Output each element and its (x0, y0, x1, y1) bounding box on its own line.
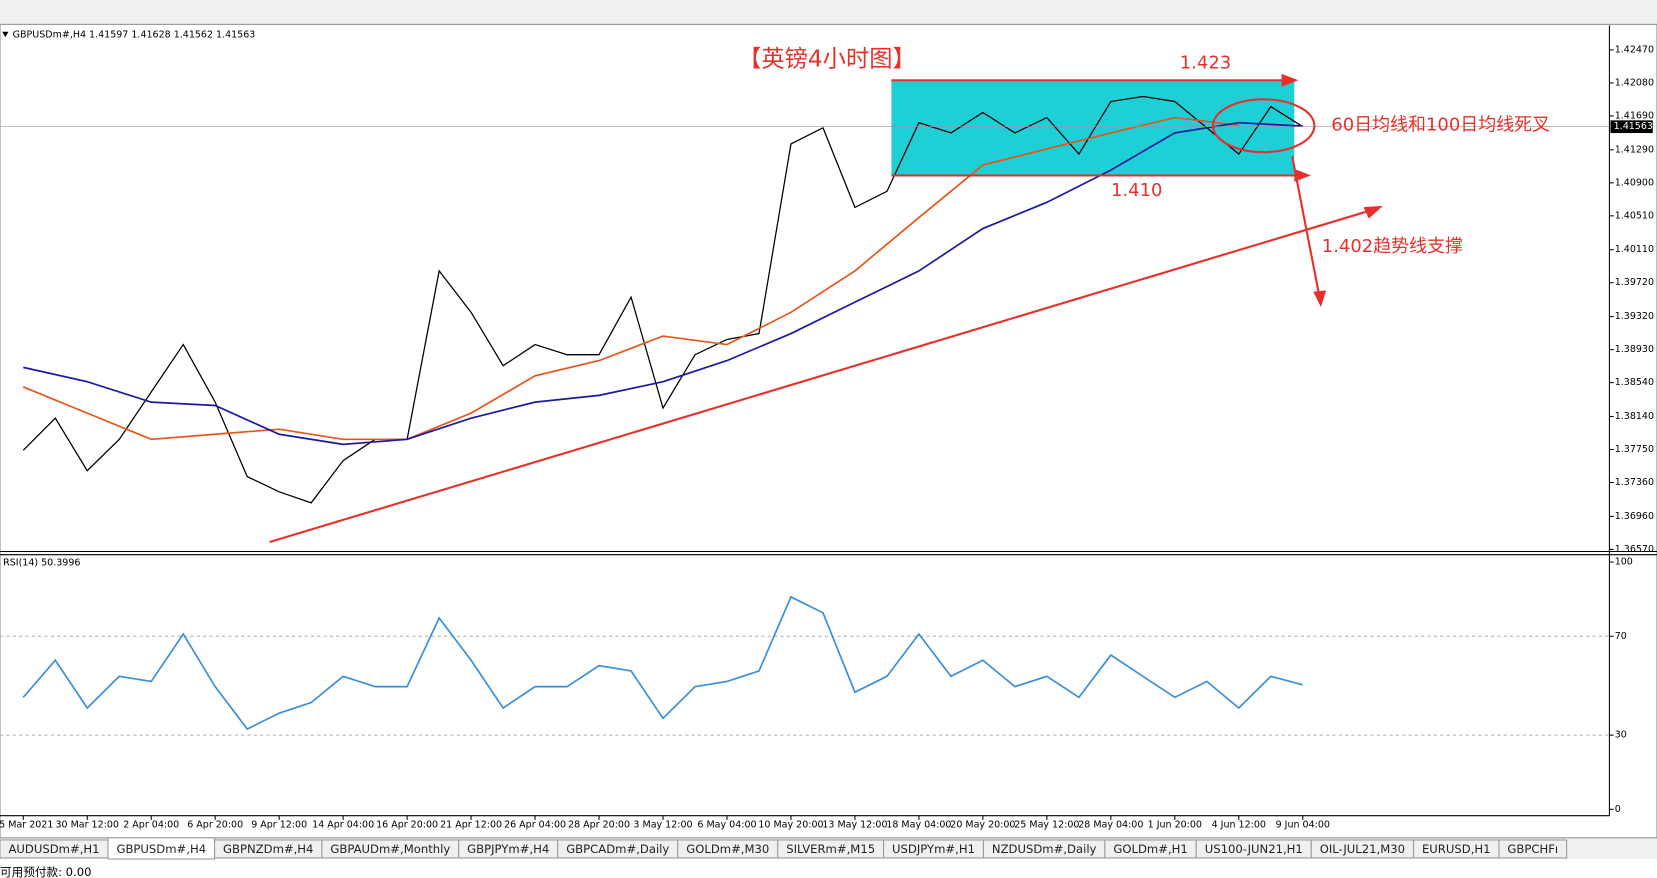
x-tick-label: 20 May 20:00 (950, 820, 1015, 831)
rsi-info: RSI(14) 50.3996 (3, 558, 80, 569)
y-tick-label: 1.37360 (1615, 477, 1654, 488)
x-tick-label: 9 Jun 04:00 (1276, 820, 1330, 831)
range-box (891, 80, 1295, 176)
y-tick-label: 1.39320 (1615, 311, 1654, 322)
x-tick-label: 1 Jun 20:00 (1148, 820, 1202, 831)
tab-label[interactable]: OIL-JUL21,M30 (1320, 842, 1405, 856)
y-tick-label: 1.38930 (1615, 344, 1654, 355)
down-arrow (1291, 156, 1321, 299)
x-tick-label: 13 May 12:00 (822, 820, 887, 831)
series-line (22, 116, 1239, 441)
annotation: 1.423 (1180, 52, 1231, 73)
y-tick-label: 1.40110 (1615, 244, 1654, 255)
y-tick-label: 1.42470 (1615, 44, 1654, 55)
x-tick-label: 21 Apr 12:00 (440, 820, 502, 831)
y-tick-label: 1.39720 (1615, 277, 1654, 288)
x-tick-label: 16 Apr 20:00 (376, 820, 438, 831)
tab-label[interactable]: GBPJPYm#,H4 (467, 842, 549, 856)
arrow-head (1313, 290, 1326, 308)
annotation: 1.402趋势线支撑 (1322, 236, 1463, 257)
y-tick-label: 70 (1615, 631, 1627, 642)
last-price-tag (1610, 120, 1653, 134)
chart-frame (0, 23, 1657, 839)
tab-label[interactable]: GOLDm#,H1 (1113, 842, 1187, 856)
tab-label[interactable]: GBPAUDm#,Monthly (330, 842, 450, 856)
series-line (22, 95, 1304, 504)
x-tick-label: 25 May 12:00 (1014, 820, 1079, 831)
annotation: 60日均线和100日均线死叉 (1331, 115, 1550, 136)
annotation-shapes (269, 74, 1383, 544)
trend-line (269, 208, 1375, 544)
series-line (23, 121, 1303, 446)
x-tick-label: 25 Mar 2021 (0, 820, 53, 831)
y-tick-label: 1.38540 (1615, 377, 1654, 388)
x-tick-label: 2 Apr 04:00 (123, 820, 179, 831)
symbol-info: GBPUSDm#,H4 1.41597 1.41628 1.41562 1.41… (13, 29, 256, 40)
y-tick-label: 1.41290 (1615, 144, 1654, 155)
y-tick-label: 0 (1615, 804, 1621, 815)
tab-label[interactable]: GBPCHFı (1507, 842, 1558, 856)
y-tick-label: 1.40900 (1615, 177, 1654, 188)
x-tick-label: 14 Apr 04:00 (312, 820, 374, 831)
tab-label[interactable]: GBPNZDm#,H4 (223, 842, 313, 856)
last-price-label: 1.41563 (1614, 121, 1653, 132)
x-tick-label: 6 May 04:00 (697, 820, 756, 831)
x-tick-label: 30 Mar 12:00 (56, 820, 119, 831)
y-tick-label: 100 (1615, 557, 1633, 568)
x-tick-label: 26 Apr 04:00 (504, 820, 566, 831)
x-tick-label: 10 May 20:00 (758, 820, 823, 831)
chart-title: 【英镑4小时图】 (738, 46, 916, 73)
y-tick-label: 1.40510 (1615, 210, 1654, 221)
x-tick-label: 3 May 12:00 (633, 820, 692, 831)
tab-label[interactable]: AUDUSDm#,H1 (8, 842, 99, 856)
tab-label[interactable]: USDJPYm#,H1 (892, 842, 975, 856)
tab-label[interactable]: NZDUSDm#,Daily (992, 842, 1097, 856)
tabs: AUDUSDm#,H1 GBPUSDm#,H4 GBPNZDm#,H4 GBPAUDm… (0, 837, 1568, 860)
x-tick-label: 28 Apr 20:00 (568, 820, 630, 831)
tab-label[interactable]: GOLDm#,M30 (686, 842, 769, 856)
plot (0, 95, 1610, 736)
y-tick-label: 1.36570 (1615, 544, 1654, 555)
x-tick-label: 9 Apr 12:00 (251, 820, 307, 831)
x-tick-label: 18 May 04:00 (886, 820, 951, 831)
x-tick-label: 4 Jun 12:00 (1212, 820, 1266, 831)
arrow-head (1281, 74, 1299, 87)
menu-triangle (2, 31, 9, 37)
arrow-head (1364, 205, 1383, 219)
y-tick-label: 30 (1615, 730, 1627, 741)
tab-label[interactable]: EURUSD,H1 (1422, 842, 1491, 856)
cross-circle (1211, 98, 1316, 154)
tab[interactable] (1498, 839, 1568, 859)
arrow-head (1293, 169, 1311, 182)
tab-label[interactable]: SILVERm#,M15 (786, 842, 875, 856)
y-tick-label: 1.41690 (1615, 110, 1654, 121)
tab-label[interactable]: GBPCADm#,Daily (566, 842, 669, 856)
y-tick-label: 1.37750 (1615, 444, 1654, 455)
status-text: 可用预付款: 0.00 (0, 865, 92, 878)
y-tick-label: 1.38140 (1615, 411, 1654, 422)
toolbar (0, 0, 1657, 24)
annotation: 1.410 (1111, 180, 1162, 201)
tab-label[interactable]: GBPUSDm#,H4 (116, 842, 206, 856)
x-tick-label: 6 Apr 20:00 (187, 820, 243, 831)
tab-label[interactable]: US100-JUN21,H1 (1205, 842, 1303, 856)
x-tick-label: 28 May 04:00 (1078, 820, 1143, 831)
series-line (22, 595, 1303, 731)
y-tick-label: 1.42080 (1615, 77, 1654, 88)
y-tick-label: 1.36960 (1615, 511, 1654, 522)
